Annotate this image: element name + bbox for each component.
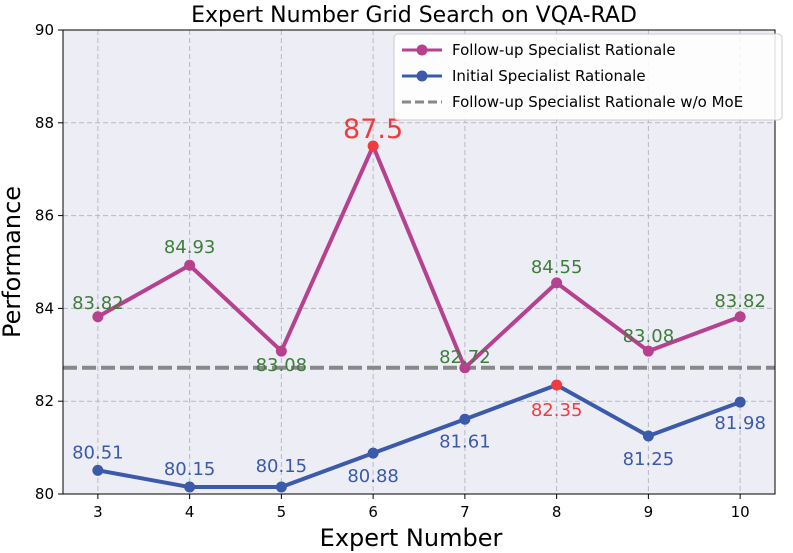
series-2-point (92, 464, 104, 476)
data-label: 81.25 (623, 449, 675, 470)
series-1-point (92, 311, 104, 323)
data-labels: 83.82 84.93 83.08 87.5 82.72 84.55 83.08 83.82 8… (72, 114, 766, 487)
series-1-point (459, 362, 471, 374)
series-1-point (275, 345, 287, 357)
series-2-point (551, 379, 563, 391)
x-axis-label: Expert Number (320, 524, 503, 552)
x-tick-label: 6 (368, 503, 378, 521)
data-label: 80.15 (164, 459, 216, 480)
x-tick-label: 8 (552, 503, 562, 521)
data-label: 80.88 (347, 466, 399, 487)
x-tick-label: 9 (644, 503, 654, 521)
data-label: 82.72 (439, 347, 491, 368)
chart-title: Expert Number Grid Search on VQA-RAD (191, 3, 637, 28)
legend-swatch-marker (416, 70, 428, 82)
data-label: 80.15 (256, 456, 308, 477)
series-1-point (551, 277, 563, 289)
series-1-point (184, 259, 196, 271)
data-label: 84.93 (164, 237, 216, 258)
x-tick-label: 4 (185, 503, 195, 521)
x-tick-label: 5 (277, 503, 287, 521)
data-label: 81.61 (439, 431, 491, 452)
axis-ticks: 3 4 5 6 7 8 9 10 80 82 84 86 88 90 (35, 21, 750, 521)
y-tick-label: 90 (35, 21, 54, 39)
data-label: 83.08 (256, 355, 308, 376)
series-2-point (275, 481, 287, 493)
y-tick-label: 88 (35, 114, 54, 132)
data-label: 84.55 (531, 257, 583, 278)
legend-box (393, 33, 783, 121)
y-axis-label: Performance (0, 186, 26, 338)
x-tick-label: 3 (93, 503, 103, 521)
data-label: 83.82 (714, 291, 766, 312)
data-label: 81.98 (714, 413, 766, 434)
series-line-2 (95, 382, 743, 490)
data-label: 80.51 (72, 442, 124, 463)
series-line-1 (95, 144, 743, 370)
legend-entry-label: Follow-up Specialist Rationale (452, 41, 676, 59)
data-label: 87.5 (343, 114, 403, 145)
data-label: 83.82 (72, 293, 124, 314)
series-2-point (184, 481, 196, 493)
series-2-point (459, 413, 471, 425)
series-1-point (642, 345, 654, 357)
y-tick-label: 82 (35, 392, 54, 410)
y-tick-label: 84 (35, 299, 54, 317)
legend-entry-label: Follow-up Specialist Rationale w/o MoE (452, 93, 743, 111)
x-tick-label: 10 (731, 503, 750, 521)
plot-frame (62, 29, 776, 495)
series-group (92, 140, 746, 493)
x-tick-label: 7 (460, 503, 470, 521)
series-1-point (367, 140, 379, 152)
series-2-point (367, 447, 379, 459)
series-2-point (734, 396, 746, 408)
legend-entry-label: Initial Specialist Rationale (452, 67, 646, 85)
legend: Follow-up Specialist Rationale Initial Sp… (393, 33, 783, 121)
y-tick-label: 80 (35, 485, 54, 503)
series-2-point (642, 430, 654, 442)
data-label: 82.35 (531, 400, 583, 421)
series-1-point (734, 311, 746, 323)
data-label: 83.08 (623, 326, 675, 347)
legend-swatch-marker (416, 44, 428, 56)
y-tick-label: 86 (35, 207, 54, 225)
